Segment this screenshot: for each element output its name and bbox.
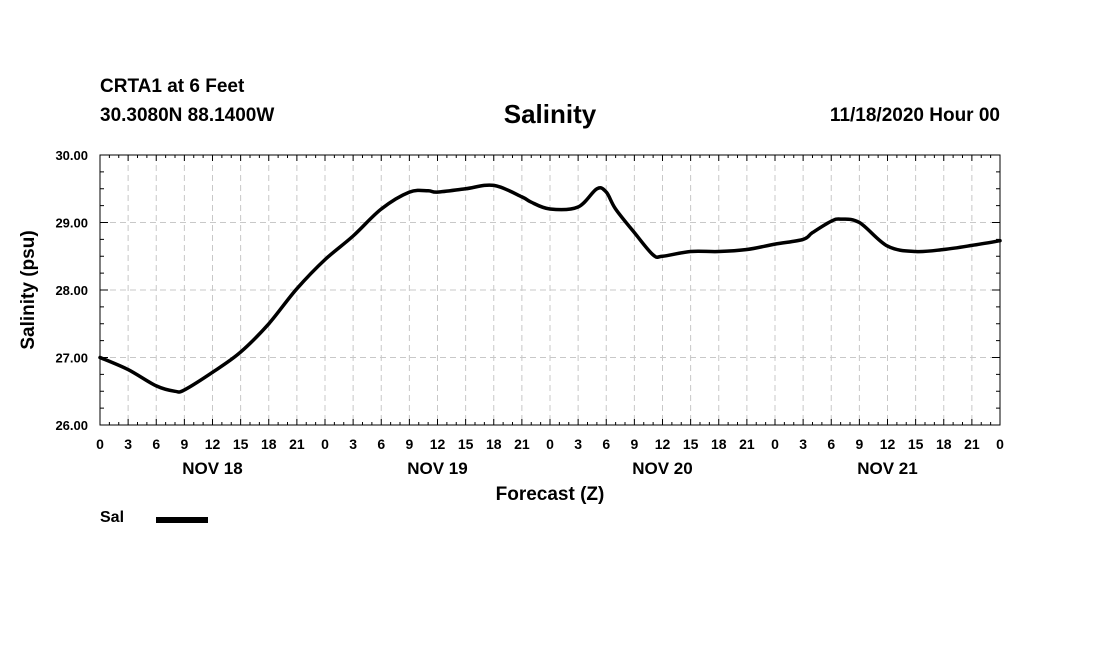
x-axis-title: Forecast (Z) [496,484,605,505]
grid-layer [100,155,1000,425]
x-tick-label: 21 [964,436,980,452]
forecast-run-time: 11/18/2020 Hour 00 [829,105,1000,126]
x-tick-label: 18 [486,436,502,452]
y-tick-label: 26.00 [55,418,88,433]
x-tick-label: 0 [546,436,554,452]
x-tick-label: 12 [655,436,671,452]
series-line-sal [98,183,1002,394]
x-tick-label: 6 [152,436,160,452]
x-tick-label: 3 [349,436,357,452]
day-label: NOV 21 [857,459,917,478]
x-tick-label: 3 [574,436,582,452]
tick-layer [99,154,1001,426]
legend-swatch-sal [156,517,209,523]
x-tick-label: 0 [996,436,1004,452]
x-tick-label: 0 [96,436,104,452]
y-tick-label: 28.00 [55,283,88,298]
x-tick-label: 6 [827,436,835,452]
x-tick-label: 12 [430,436,446,452]
station-coordinates: 30.3080N 88.1400W [100,105,275,126]
x-tick-label: 0 [321,436,329,452]
x-tick-label: 12 [205,436,221,452]
x-tick-label: 3 [799,436,807,452]
y-axis-title: Salinity (psu) [18,230,39,349]
station-name: CRTA1 at 6 Feet [100,76,245,97]
day-label: NOV 18 [182,459,242,478]
legend: Sal [100,509,209,527]
x-tick-label: 12 [880,436,896,452]
x-tick-label: 9 [855,436,863,452]
legend-label-sal: Sal [100,509,125,526]
x-tick-label: 15 [908,436,924,452]
series-layer [98,183,1002,394]
x-tick-label: 6 [377,436,385,452]
x-tick-label: 18 [711,436,727,452]
x-tick-label: 15 [458,436,474,452]
x-tick-label: 9 [630,436,638,452]
x-tick-label: 21 [289,436,305,452]
x-tick-label: 9 [405,436,413,452]
y-tick-label: 27.00 [55,351,88,366]
x-tick-label: 9 [180,436,188,452]
x-tick-label: 21 [514,436,530,452]
x-tick-label: 0 [771,436,779,452]
y-tick-label: 30.00 [55,148,88,163]
label-layer: Forecast (Z) Salinity (psu) 0 3 6 9 12 15 18 21… [18,148,1004,505]
x-tick-label: 6 [602,436,610,452]
day-label: NOV 19 [407,459,467,478]
x-tick-label: 18 [261,436,277,452]
x-tick-label: 15 [233,436,249,452]
x-tick-label: 15 [683,436,699,452]
y-tick-label: 29.00 [55,216,88,231]
x-tick-label: 3 [124,436,132,452]
chart-title: Salinity [503,99,597,129]
day-label: NOV 20 [632,459,692,478]
x-tick-label: 21 [739,436,755,452]
x-tick-label: 18 [936,436,952,452]
